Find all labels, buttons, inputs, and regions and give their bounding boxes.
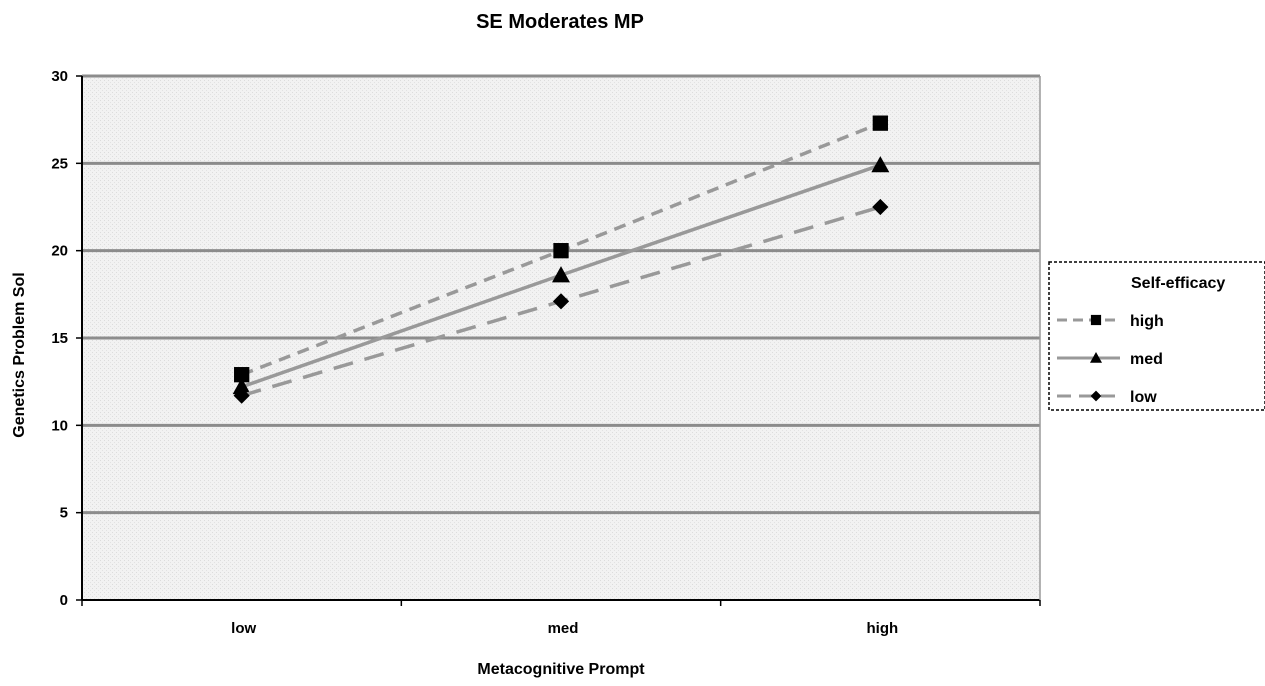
y-tick-label: 0 bbox=[60, 592, 68, 609]
legend-item-med: med bbox=[1057, 351, 1163, 368]
legend-marker-diamond bbox=[1090, 390, 1102, 402]
data-point-med bbox=[552, 266, 570, 283]
legend-box bbox=[1048, 261, 1265, 411]
legend-label: low bbox=[1130, 389, 1157, 406]
data-point-high bbox=[872, 115, 888, 131]
y-tick-label: 10 bbox=[51, 417, 68, 434]
legend-label: high bbox=[1130, 313, 1164, 330]
y-tick-label: 15 bbox=[51, 330, 68, 347]
y-tick-label: 5 bbox=[60, 505, 68, 522]
data-point-high bbox=[553, 243, 569, 259]
series-low bbox=[233, 198, 889, 404]
legend-label: med bbox=[1130, 351, 1163, 368]
y-tick-label: 25 bbox=[51, 155, 68, 172]
legend-items: high med low bbox=[1057, 313, 1164, 406]
chart-title: SE Moderates MP bbox=[476, 11, 644, 33]
legend-item-high: high bbox=[1057, 313, 1164, 330]
legend-title: Self-efficacy bbox=[1131, 275, 1225, 292]
legend-item-low: low bbox=[1057, 389, 1157, 406]
x-tick-label: med bbox=[548, 620, 579, 637]
legend-marker-triangle bbox=[1090, 352, 1102, 363]
series-med bbox=[232, 156, 890, 395]
legend-marker-square bbox=[1090, 314, 1102, 326]
data-point-med bbox=[232, 377, 251, 395]
x-tick-label: low bbox=[231, 620, 256, 637]
data-point-med bbox=[871, 156, 890, 173]
y-tick-label: 30 bbox=[51, 68, 68, 85]
data-point-high bbox=[234, 367, 250, 383]
series-layer bbox=[232, 115, 890, 404]
legend: Self-efficacy high med low bbox=[1048, 261, 1265, 411]
x-tick-labels: low med high bbox=[81, 600, 1041, 637]
data-point-low bbox=[233, 387, 250, 404]
y-tick-label: 20 bbox=[51, 243, 68, 260]
y-tick-labels: 0 5 10 15 20 25 30 bbox=[51, 68, 82, 609]
x-axis-label: Metacognitive Prompt bbox=[477, 661, 645, 678]
y-axis-label: Genetics Problem Sol bbox=[11, 272, 28, 437]
x-tick-label: high bbox=[867, 620, 899, 637]
series-high bbox=[234, 115, 888, 383]
data-point-low bbox=[872, 198, 889, 216]
data-point-low bbox=[552, 293, 570, 310]
